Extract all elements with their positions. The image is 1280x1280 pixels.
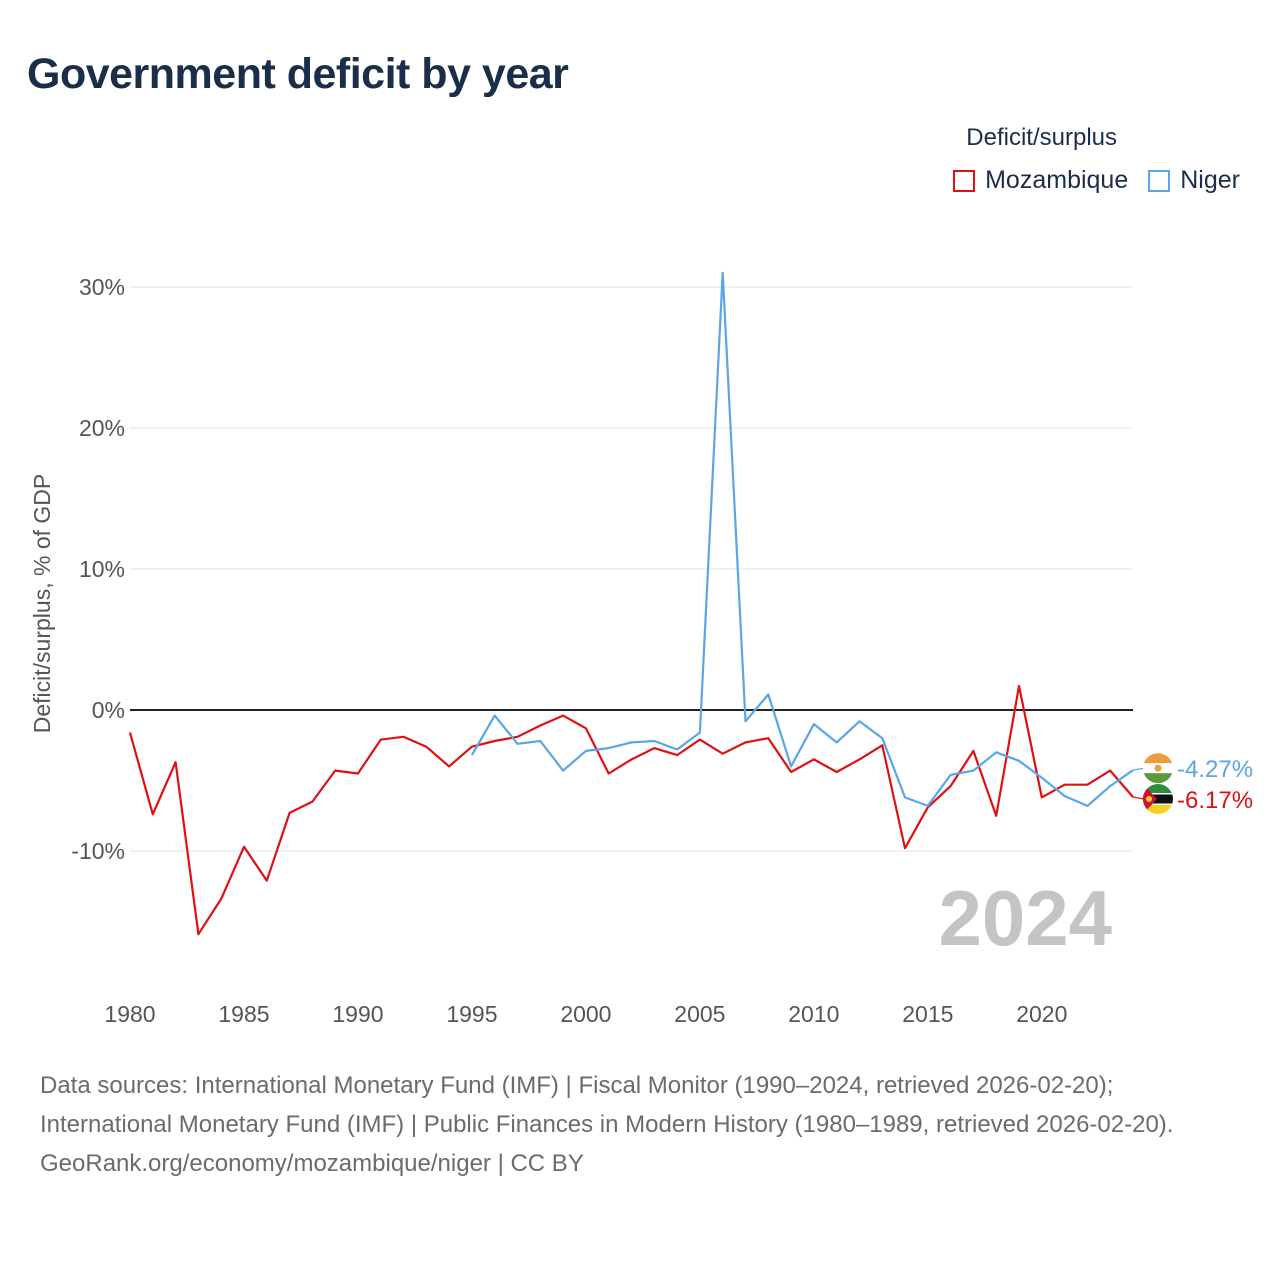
mozambique-flag-icon: [1143, 783, 1173, 814]
x-tick-label: 1985: [218, 1001, 269, 1027]
legend-label-niger: Niger: [1180, 166, 1240, 194]
y-tick-label: 20%: [79, 415, 125, 441]
chart-title: Government deficit by year: [27, 50, 569, 98]
end-label-mozambique: -6.17%: [1177, 787, 1253, 814]
x-tick-label: 2015: [902, 1001, 953, 1027]
x-tick-label: 2020: [1016, 1001, 1067, 1027]
x-tick-label: 1995: [446, 1001, 497, 1027]
credit-line: GeoRank.org/economy/mozambique/niger | C…: [40, 1150, 584, 1177]
series-line-niger: [470, 271, 1134, 807]
legend-item-mozambique[interactable]: Mozambique: [953, 166, 1128, 195]
end-connector-mozambique: [1132, 796, 1145, 800]
y-tick-label: -10%: [71, 838, 125, 864]
y-tick-label: 30%: [79, 274, 125, 300]
legend: Mozambique Niger: [933, 166, 1240, 195]
end-connector-niger: [1132, 767, 1145, 771]
x-tick-label: 1990: [332, 1001, 383, 1027]
line-chart: 30% 20% 10% 0% -10% 1980 1985 1990 1995 2000 2005 2…: [29, 271, 1253, 1027]
x-tick-label: 2005: [674, 1001, 725, 1027]
legend-swatch-mozambique: [953, 169, 976, 192]
end-label-niger: -4.27%: [1177, 756, 1253, 783]
legend-swatch-niger: [1148, 169, 1171, 192]
y-axis-title: Deficit/surplus, % of GDP: [29, 474, 55, 733]
data-sources: Data sources: International Monetary Fun…: [40, 1072, 1174, 1138]
y-tick-label: 0%: [92, 697, 125, 723]
legend-item-niger[interactable]: Niger: [1148, 166, 1240, 195]
niger-flag-icon: [1143, 753, 1173, 784]
footer: Data sources: International Monetary Fun…: [40, 1066, 1240, 1183]
year-label: 2024: [938, 874, 1112, 962]
x-tick-label: 2000: [560, 1001, 611, 1027]
y-tick-label: 10%: [79, 556, 125, 582]
series-line-mozambique: [128, 684, 1134, 936]
legend-label-mozambique: Mozambique: [985, 166, 1129, 194]
x-tick-label: 1980: [104, 1001, 155, 1027]
legend-title: Deficit/surplus: [966, 124, 1117, 151]
x-tick-label: 2010: [788, 1001, 839, 1027]
